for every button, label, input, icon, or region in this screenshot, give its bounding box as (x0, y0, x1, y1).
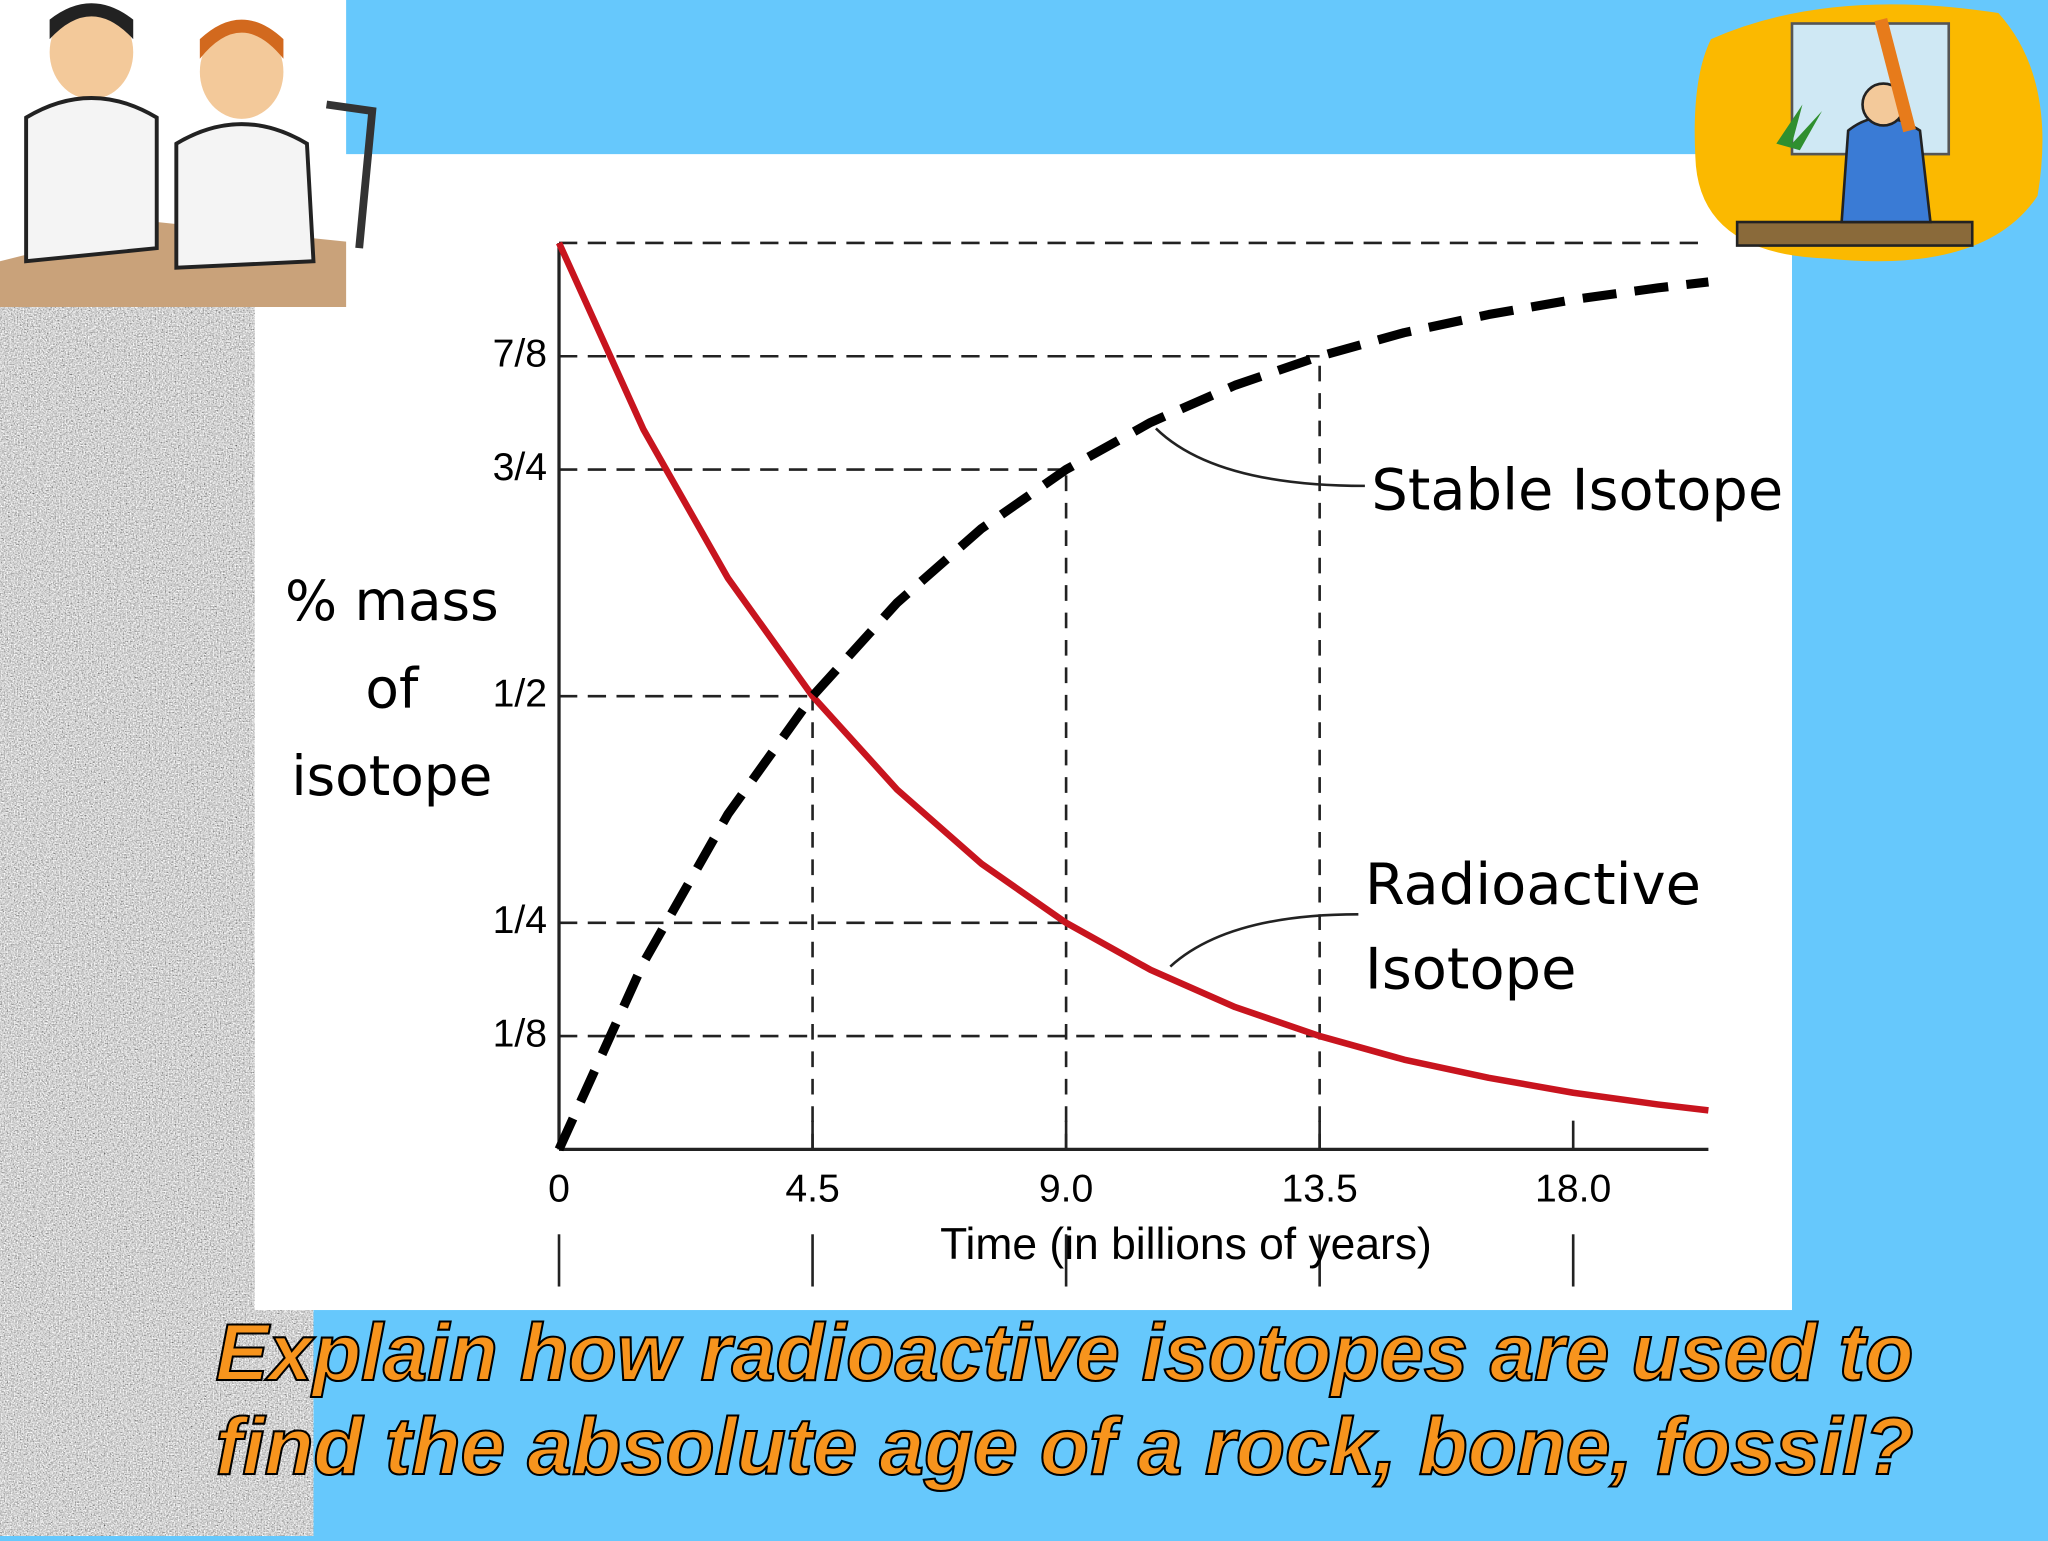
series-label: Stable Isotope (1371, 456, 1783, 523)
y-tick-label: 1/8 (493, 1012, 547, 1055)
y-tick-label: 3/4 (493, 446, 547, 489)
x-tick-label: 0 (548, 1168, 570, 1211)
granite-strip (0, 0, 314, 1536)
series-line (556, 241, 1709, 1114)
series-label: Isotope (1365, 936, 1577, 1003)
y-axis-label: of (365, 656, 420, 720)
y-tick-label: 7/8 (493, 333, 547, 376)
plot: 1/8 1/4 1/2 3/4 7/8 0 4.5 9.0 13.5 18.0 Time (in b… (285, 241, 1783, 1287)
annotation-leader (1169, 912, 1359, 968)
series-line (554, 277, 1709, 1152)
series-label: Radioactive (1365, 851, 1701, 918)
clipart-scientists (0, 0, 377, 307)
x-tick-label: 4.5 (785, 1168, 839, 1211)
x-tick-label: 18.0 (1535, 1168, 1611, 1211)
clipart-student (1694, 4, 2043, 262)
y-axis-label: % mass (285, 569, 499, 633)
x-tick-label: 9.0 (1039, 1168, 1093, 1211)
y-axis-label: isotope (291, 744, 492, 808)
chart-panel (254, 154, 1793, 1311)
y-tick-label: 1/4 (493, 899, 547, 942)
question-text: find the absolute age of a rock, bone, f… (216, 1402, 1914, 1492)
x-tick-label: 13.5 (1282, 1168, 1358, 1211)
y-tick-label: 1/2 (493, 673, 547, 716)
annotation-leader (1155, 427, 1365, 488)
x-axis-label: Time (in billions of years) (940, 1220, 1432, 1269)
question-text: Explain how radioactive isotopes are use… (216, 1308, 1914, 1398)
